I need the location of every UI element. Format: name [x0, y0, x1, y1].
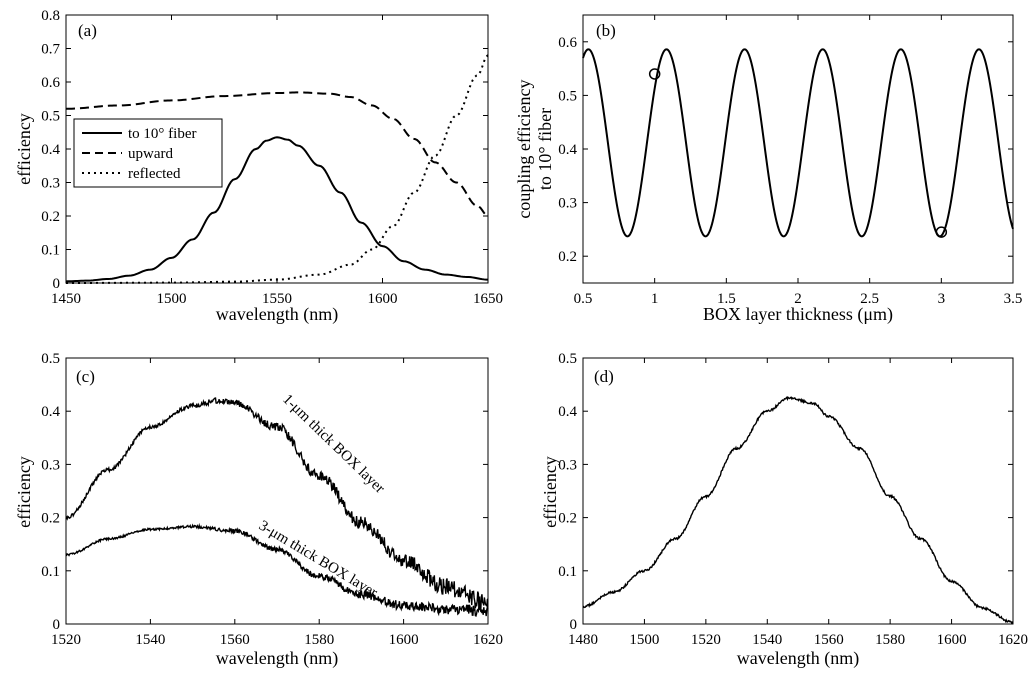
legend-label-upward: upward [128, 146, 173, 162]
y-tick-label: 0.6 [41, 75, 60, 91]
y-tick-label: 0.6 [558, 35, 577, 51]
y-tick-label: 0.2 [41, 511, 60, 527]
panel-a-ylabel: efficiency [14, 113, 34, 185]
panel-b-xlabel: BOX layer thickness (μm) [703, 304, 893, 325]
panel-b-curves [582, 48, 1014, 238]
y-tick-label: 0.4 [41, 142, 60, 158]
x-tick-label: 1580 [304, 632, 334, 648]
x-tick-label: 1450 [51, 291, 81, 307]
x-tick-label: 1500 [629, 632, 659, 648]
series-efficiency [582, 396, 1014, 625]
panel-a: 1450 1500 1550 1600 1650 0 0.1 0.2 0.3 0.4 0.5 0.6 0… [14, 8, 503, 325]
panel-d: 1480 1500 1520 1540 1560 1580 1600 1620 0 0.1 0.2 0… [540, 351, 1028, 669]
x-tick-label: 1 [651, 291, 659, 307]
panel-b: 0.5 1 1.5 2 2.5 3 3.5 0.2 0.3 0.4 0.5 0.6 (b) BOX l… [514, 14, 1022, 325]
x-tick-label: 1560 [814, 632, 844, 648]
y-tick-label: 0.4 [558, 404, 577, 420]
x-tick-label: 1540 [135, 632, 165, 648]
y-tick-label: 0.3 [41, 176, 60, 192]
series-coupling [582, 48, 1014, 238]
series-efficiency [65, 397, 489, 611]
x-tick-label: 2 [794, 291, 802, 307]
series-efficiency [65, 522, 489, 617]
panel-c-curves [65, 397, 489, 617]
panel-b-frame [582, 14, 1014, 284]
x-tick-label: 1580 [875, 632, 905, 648]
x-tick-label: 1480 [568, 632, 598, 648]
x-tick-label: 0.5 [574, 291, 593, 307]
panel-c-label: (c) [76, 367, 95, 386]
y-tick-label: 0.8 [41, 8, 60, 24]
panel-b-ylabel-line2: to 10° fiber [535, 108, 555, 190]
y-tick-label: 0.1 [558, 564, 577, 580]
series-solid [65, 136, 489, 283]
panel-c-ylabel: efficiency [14, 456, 34, 528]
panel-b-ticks: 0.5 1 1.5 2 2.5 3 3.5 0.2 0.3 0.4 0.5 0.6 [558, 15, 1022, 307]
marker-circle [648, 68, 661, 80]
y-tick-label: 0.1 [41, 564, 60, 580]
legend-label-reflected: reflected [128, 166, 181, 182]
y-tick-label: 0.3 [558, 196, 577, 212]
panel-d-label: (d) [594, 367, 614, 386]
panel-d-xlabel: wavelength (nm) [737, 648, 859, 669]
x-tick-label: 1620 [998, 632, 1028, 648]
x-tick-label: 3 [938, 291, 946, 307]
x-tick-label: 1600 [937, 632, 967, 648]
y-tick-label: 0 [53, 617, 61, 633]
panel-d-ticks: 1480 1500 1520 1540 1560 1580 1600 1620 0 0.1 0.2 0… [558, 351, 1028, 648]
x-tick-label: 1.5 [717, 291, 736, 307]
y-tick-label: 0.5 [41, 109, 60, 125]
panel-d-frame [582, 357, 1014, 625]
y-tick-label: 0.2 [558, 511, 577, 527]
y-tick-label: 0.5 [558, 351, 577, 367]
x-tick-label: 1560 [220, 632, 250, 648]
x-tick-label: 1540 [752, 632, 782, 648]
x-tick-label: 1600 [389, 632, 419, 648]
x-tick-label: 1520 [51, 632, 81, 648]
y-tick-label: 0 [570, 617, 578, 633]
y-tick-label: 0.2 [558, 249, 577, 265]
x-tick-label: 1520 [691, 632, 721, 648]
x-tick-label: 1600 [368, 291, 398, 307]
panel-a-label: (a) [78, 21, 97, 40]
panel-c: 1520 1540 1560 1580 1600 1620 0 0.1 0.2 0.3 0.4 0.5… [14, 351, 503, 669]
y-tick-label: 0.2 [41, 209, 60, 225]
x-tick-label: 2.5 [860, 291, 879, 307]
y-tick-label: 0.7 [41, 42, 60, 58]
curve-label-3um: 3-μm thick BOX layer [256, 518, 380, 601]
x-tick-label: 1500 [157, 291, 187, 307]
y-tick-label: 0.3 [558, 457, 577, 473]
panel-c-frame [65, 357, 489, 625]
panel-a-xlabel: wavelength (nm) [216, 304, 338, 325]
y-tick-label: 0.4 [558, 142, 577, 158]
y-tick-label: 0.5 [41, 351, 60, 367]
panel-d-curves [582, 396, 1014, 625]
panel-d-ylabel: efficiency [540, 456, 560, 528]
y-tick-label: 0.3 [41, 457, 60, 473]
y-tick-label: 0.4 [41, 404, 60, 420]
panel-c-ticks: 1520 1540 1560 1580 1600 1620 0 0.1 0.2 0.3 0.4 0.5 [41, 351, 503, 648]
panel-b-ylabel-line1: coupling efficiency [514, 79, 534, 218]
panel-a-ticks: 1450 1500 1550 1600 1650 0 0.1 0.2 0.3 0.4 0.5 0.6 0… [41, 8, 503, 307]
x-tick-label: 3.5 [1004, 291, 1023, 307]
panel-b-label: (b) [596, 21, 616, 40]
series-dashed [65, 91, 489, 217]
panel-c-xlabel: wavelength (nm) [216, 648, 338, 669]
x-tick-label: 1550 [262, 291, 292, 307]
panel-a-legend: to 10° fiber upward reflected [73, 118, 223, 188]
y-tick-label: 0.1 [41, 243, 60, 259]
y-tick-label: 0 [53, 276, 61, 292]
x-tick-label: 1620 [473, 632, 503, 648]
y-tick-label: 0.5 [558, 88, 577, 104]
x-tick-label: 1650 [473, 291, 503, 307]
legend-label-to-fiber: to 10° fiber [128, 126, 196, 142]
marker-circle [935, 226, 948, 238]
